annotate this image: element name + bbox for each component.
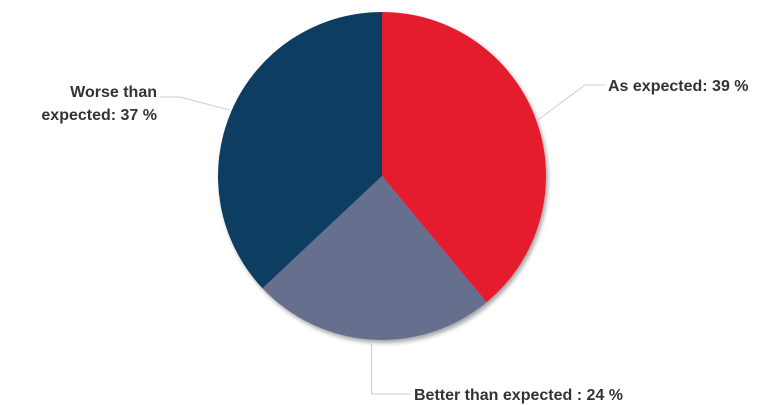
leader-lines	[160, 84, 605, 395]
slice-label-worse-than-expected-line2: expected: 37 %	[41, 107, 157, 124]
pie-slice-better-than-expected	[262, 176, 487, 340]
leader-line-better-than-expected	[371, 341, 410, 395]
pie-slice-as-expected	[382, 12, 546, 303]
pie-slice-worse-than-expected	[218, 12, 382, 289]
leader-line-as-expected	[537, 84, 605, 121]
slice-label-better-than-expected-line1: Better than expected : 24 %	[414, 387, 623, 404]
slice-label-as-expected-line1: As expected: 39 %	[608, 78, 749, 95]
pie-slices	[218, 12, 546, 340]
leader-line-worse-than-expected	[160, 96, 230, 111]
slice-label-worse-than-expected-line1: Worse than	[70, 84, 157, 101]
